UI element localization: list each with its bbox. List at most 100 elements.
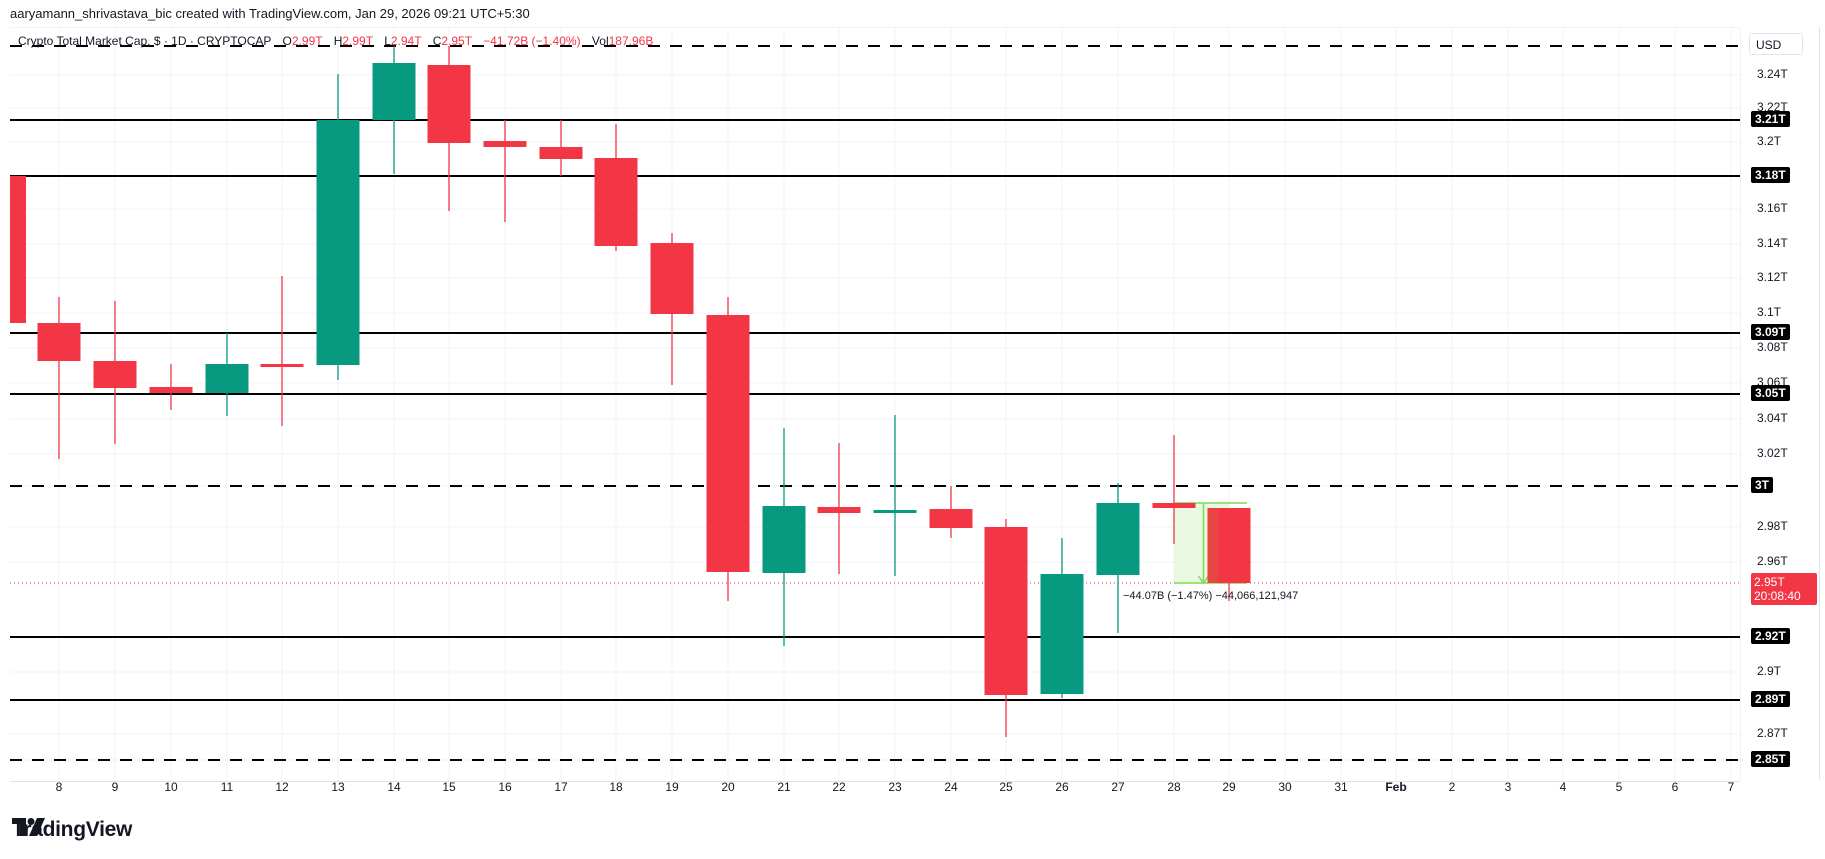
arrow-down-icon xyxy=(1197,575,1210,585)
price-tick-label: 3.2T xyxy=(1757,134,1782,148)
tradingview-logo: TradingView xyxy=(12,818,132,842)
time-tick-label: 9 xyxy=(111,780,119,794)
candle-body[interactable] xyxy=(539,147,583,159)
time-tick-label: 20 xyxy=(721,780,735,794)
price-tick-label: 3.08T xyxy=(1757,340,1788,354)
price-axis[interactable]: USD 3.24T 3.22T 3.2T 3.16T 3.14T 3.12T 3.1T 3.0… xyxy=(1740,27,1820,780)
price-tick-label: 2.9T xyxy=(1757,664,1782,678)
time-tick-label: 27 xyxy=(1111,780,1125,794)
time-tick-label: 6 xyxy=(1671,780,1679,794)
price-tick-label: 3.1T xyxy=(1757,305,1782,319)
price-tick-label: 2.98T xyxy=(1757,519,1788,533)
candle-body[interactable] xyxy=(205,364,249,393)
high-value: 2.99T xyxy=(342,34,373,48)
time-tick-label: 12 xyxy=(275,780,289,794)
time-tick-label: 11 xyxy=(220,780,234,794)
time-tick-label: 18 xyxy=(609,780,623,794)
time-tick-label: 7 xyxy=(1727,780,1735,794)
candle-body[interactable] xyxy=(984,527,1028,695)
close-value: 2.95T xyxy=(441,34,472,48)
time-tick-label: 19 xyxy=(665,780,679,794)
time-tick-label: 28 xyxy=(1167,780,1181,794)
candle-body[interactable] xyxy=(93,361,137,388)
candlestick-chart[interactable] xyxy=(10,28,1740,781)
candle-body[interactable] xyxy=(483,141,527,147)
time-tick-label: 14 xyxy=(387,780,401,794)
level-price-label: 2.92T xyxy=(1751,628,1790,644)
level-price-label: 3.05T xyxy=(1751,385,1790,401)
candle-body[interactable] xyxy=(260,364,304,367)
time-tick-label: 2 xyxy=(1448,780,1456,794)
symbol-title[interactable]: Crypto Total Market Cap, $ · 1D · CRYPTO… xyxy=(18,34,272,48)
time-tick-label: 31 xyxy=(1334,780,1348,794)
price-tick-label: 3.16T xyxy=(1757,201,1788,215)
price-tick-label: 3.14T xyxy=(1757,236,1788,250)
time-tick-label: 16 xyxy=(498,780,512,794)
level-price-label: 2.85T xyxy=(1751,751,1790,767)
time-tick-label: 8 xyxy=(55,780,63,794)
time-tick-label: 17 xyxy=(554,780,568,794)
candle-body[interactable] xyxy=(873,510,917,513)
candle-body[interactable] xyxy=(594,158,638,246)
candle-body[interactable] xyxy=(1096,503,1140,575)
time-tick-label: 21 xyxy=(777,780,791,794)
time-tick-label: 10 xyxy=(164,780,178,794)
level-price-label: 3.21T xyxy=(1751,111,1790,127)
candle-body[interactable] xyxy=(316,120,360,365)
time-tick-label: 26 xyxy=(1055,780,1069,794)
candle-body[interactable] xyxy=(37,323,81,361)
candle-body[interactable] xyxy=(929,509,973,528)
tradingview-logo-icon xyxy=(12,818,45,836)
price-tick-label: 2.87T xyxy=(1757,726,1788,740)
time-tick-label: 22 xyxy=(832,780,846,794)
candle-body[interactable] xyxy=(706,315,750,572)
time-tick-label: 3 xyxy=(1504,780,1512,794)
price-tick-label: 3.02T xyxy=(1757,446,1788,460)
candle-body[interactable] xyxy=(427,65,471,143)
price-tick-label: 3.22T xyxy=(1757,100,1788,114)
time-tick-label: 13 xyxy=(331,780,345,794)
candle-body[interactable] xyxy=(1152,503,1196,508)
level-price-label: 3.09T xyxy=(1751,324,1790,340)
measure-overlap xyxy=(1208,509,1218,583)
low-label: L xyxy=(384,34,391,48)
candle-body[interactable] xyxy=(1040,574,1084,694)
candle-body[interactable] xyxy=(149,387,193,393)
time-tick-label: 4 xyxy=(1559,780,1567,794)
level-price-label: 3.18T xyxy=(1751,167,1790,183)
time-tick-label: 25 xyxy=(999,780,1013,794)
time-tick-label: 5 xyxy=(1615,780,1623,794)
candle-body[interactable] xyxy=(372,63,416,120)
change-value: −41.72B (−1.40%) xyxy=(483,34,581,48)
high-label: H xyxy=(333,34,343,48)
chart-pane[interactable] xyxy=(10,27,1740,782)
price-tick-label: 3.24T xyxy=(1757,67,1788,81)
time-tick-label: 15 xyxy=(442,780,456,794)
level-price-label: 3T xyxy=(1751,477,1774,493)
last-price-label: 2.95T 20:08:40 xyxy=(1751,573,1817,605)
open-label: O xyxy=(282,34,292,48)
close-label: C xyxy=(432,34,442,48)
last-price-value: 2.95T xyxy=(1754,575,1785,589)
time-tick-label: 30 xyxy=(1278,780,1292,794)
candle-body[interactable] xyxy=(762,506,806,573)
low-value: 2.94T xyxy=(390,34,422,48)
time-tick-label: Feb xyxy=(1385,780,1407,794)
level-price-label: 2.89T xyxy=(1751,691,1790,707)
price-tick-label: 3.12T xyxy=(1757,270,1788,284)
bar-countdown: 20:08:40 xyxy=(1754,589,1801,603)
candle-body[interactable] xyxy=(817,507,861,513)
volume-label: Vol xyxy=(591,34,609,48)
open-value: 2.99T xyxy=(291,34,323,48)
candle-body[interactable] xyxy=(10,176,26,323)
currency-selector[interactable]: USD xyxy=(1749,33,1803,55)
price-tick-label: 3.04T xyxy=(1757,411,1788,425)
candle-body[interactable] xyxy=(650,243,694,314)
chart-credit: aaryamann_shrivastava_bic created with T… xyxy=(10,6,530,21)
time-tick-label: 24 xyxy=(944,780,958,794)
symbol-legend[interactable]: Crypto Total Market Cap, $ · 1D · CRYPTO… xyxy=(18,34,653,48)
volume-value: 187.96B xyxy=(608,34,654,48)
time-tick-label: 29 xyxy=(1222,780,1236,794)
time-tick-label: 23 xyxy=(888,780,902,794)
price-tick-label: 2.96T xyxy=(1757,554,1788,568)
